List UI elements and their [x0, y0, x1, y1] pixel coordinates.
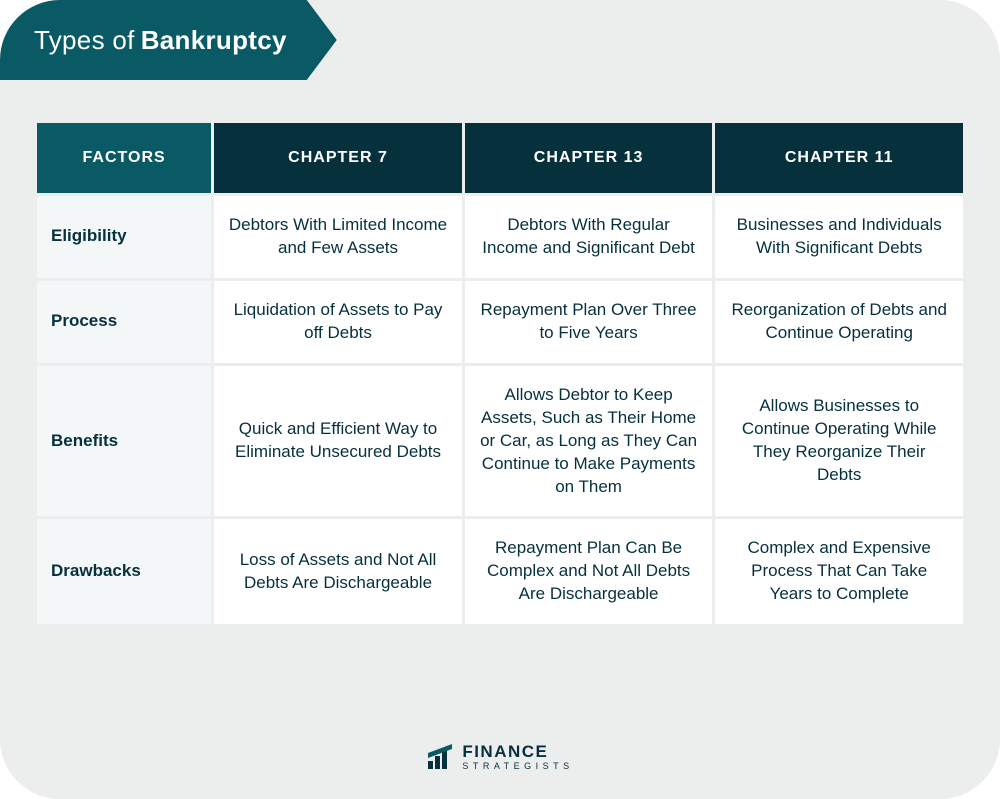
title-banner: Types of Bankruptcy	[0, 0, 337, 80]
comparison-table: FACTORS CHAPTER 7 CHAPTER 13 CHAPTER 11 …	[34, 120, 966, 627]
table-cell: Liquidation of Assets to Pay off Debts	[214, 281, 462, 363]
factor-label: Drawbacks	[37, 519, 211, 624]
table-header-row: FACTORS CHAPTER 7 CHAPTER 13 CHAPTER 11	[37, 123, 963, 193]
logo-line-2: STRATEGISTS	[462, 762, 573, 771]
table-cell: Repayment Plan Over Three to Five Years	[465, 281, 713, 363]
header-chapter-7: CHAPTER 7	[214, 123, 462, 193]
title-bold: Bankruptcy	[141, 25, 287, 56]
logo-mark-icon	[426, 743, 454, 771]
table-cell: Businesses and Individuals With Signific…	[715, 196, 963, 278]
table-cell: Allows Businesses to Continue Operating …	[715, 366, 963, 517]
title-prefix: Types of	[34, 25, 135, 56]
table-row: DrawbacksLoss of Assets and Not All Debt…	[37, 519, 963, 624]
table-cell: Loss of Assets and Not All Debts Are Dis…	[214, 519, 462, 624]
comparison-table-wrap: FACTORS CHAPTER 7 CHAPTER 13 CHAPTER 11 …	[34, 120, 966, 627]
footer-logo: FINANCE STRATEGISTS	[0, 743, 1000, 771]
table-cell: Debtors With Regular Income and Signific…	[465, 196, 713, 278]
table-body: EligibilityDebtors With Limited Income a…	[37, 196, 963, 624]
table-cell: Allows Debtor to Keep Assets, Such as Th…	[465, 366, 713, 517]
factor-label: Eligibility	[37, 196, 211, 278]
table-cell: Quick and Efficient Way to Eliminate Uns…	[214, 366, 462, 517]
factor-label: Benefits	[37, 366, 211, 517]
table-row: EligibilityDebtors With Limited Income a…	[37, 196, 963, 278]
logo-text: FINANCE STRATEGISTS	[462, 743, 573, 771]
table-row: BenefitsQuick and Efficient Way to Elimi…	[37, 366, 963, 517]
header-chapter-11: CHAPTER 11	[715, 123, 963, 193]
header-factors: FACTORS	[37, 123, 211, 193]
table-row: ProcessLiquidation of Assets to Pay off …	[37, 281, 963, 363]
table-cell: Debtors With Limited Income and Few Asse…	[214, 196, 462, 278]
factor-label: Process	[37, 281, 211, 363]
infographic-card: Types of Bankruptcy FACTORS CHAPTER 7 CH…	[0, 0, 1000, 799]
header-chapter-13: CHAPTER 13	[465, 123, 713, 193]
table-cell: Reorganization of Debts and Continue Ope…	[715, 281, 963, 363]
logo-line-1: FINANCE	[462, 743, 573, 760]
table-cell: Repayment Plan Can Be Complex and Not Al…	[465, 519, 713, 624]
table-cell: Complex and Expensive Process That Can T…	[715, 519, 963, 624]
